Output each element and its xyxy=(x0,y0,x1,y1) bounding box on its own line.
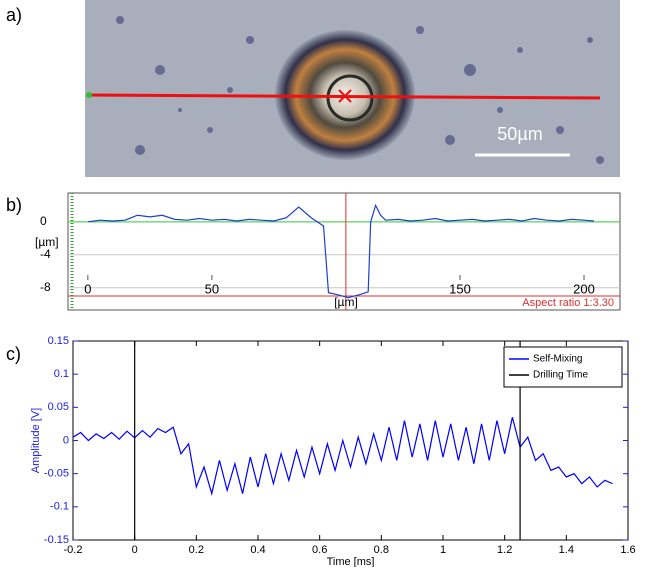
y-tick-label: 0 xyxy=(63,434,69,446)
x-tick-label: 1.6 xyxy=(620,544,635,556)
data-line xyxy=(72,417,613,496)
data-line xyxy=(87,203,594,299)
x-tick-label: 0.2 xyxy=(189,544,204,556)
y-axis-label: [µm] xyxy=(35,235,59,249)
y-tick-label: -0.15 xyxy=(44,534,69,546)
x-axis-label: [µm] xyxy=(334,295,358,309)
y-tick-label: -0.1 xyxy=(50,501,69,513)
y-tick-label: -8 xyxy=(40,280,51,294)
plot-area xyxy=(67,192,621,311)
panel-label: b) xyxy=(6,195,22,215)
panel-label: a) xyxy=(6,5,22,25)
x-axis-label: Time [ms] xyxy=(327,556,375,567)
legend-label: Drilling Time xyxy=(533,370,588,381)
panel-label: c) xyxy=(6,344,21,364)
micrograph: 50µm xyxy=(85,0,620,177)
y-tick-label: 0 xyxy=(40,214,47,228)
annotation: Aspect ratio 1:3.30 xyxy=(522,297,614,309)
x-tick-label: 1 xyxy=(440,544,446,556)
x-tick-label: 50 xyxy=(205,281,219,296)
x-tick-label: 0 xyxy=(132,544,138,556)
y-tick-label: -4 xyxy=(40,247,51,261)
x-tick-label: 0 xyxy=(84,281,91,296)
x-tick-label: 1.2 xyxy=(497,544,512,556)
x-tick-label: 150 xyxy=(449,281,471,296)
legend-box xyxy=(503,346,623,388)
x-tick-label: 1.4 xyxy=(559,544,574,556)
y-tick-label: 0.1 xyxy=(54,368,69,380)
x-tick-label: 200 xyxy=(573,281,595,296)
legend-label: Self-Mixing xyxy=(533,354,582,365)
x-tick-label: -0.2 xyxy=(64,544,83,556)
x-tick-label: 0.6 xyxy=(312,544,327,556)
y-axis-label: Amplitude [V] xyxy=(30,408,42,473)
y-tick-label: 0.05 xyxy=(48,401,69,413)
y-tick-label: -0.05 xyxy=(44,468,69,480)
x-tick-label: 0.4 xyxy=(250,544,265,556)
y-tick-label: 0.15 xyxy=(48,335,69,347)
x-tick-label: 0.8 xyxy=(374,544,389,556)
scale-bar-label: 50µm xyxy=(497,124,542,144)
